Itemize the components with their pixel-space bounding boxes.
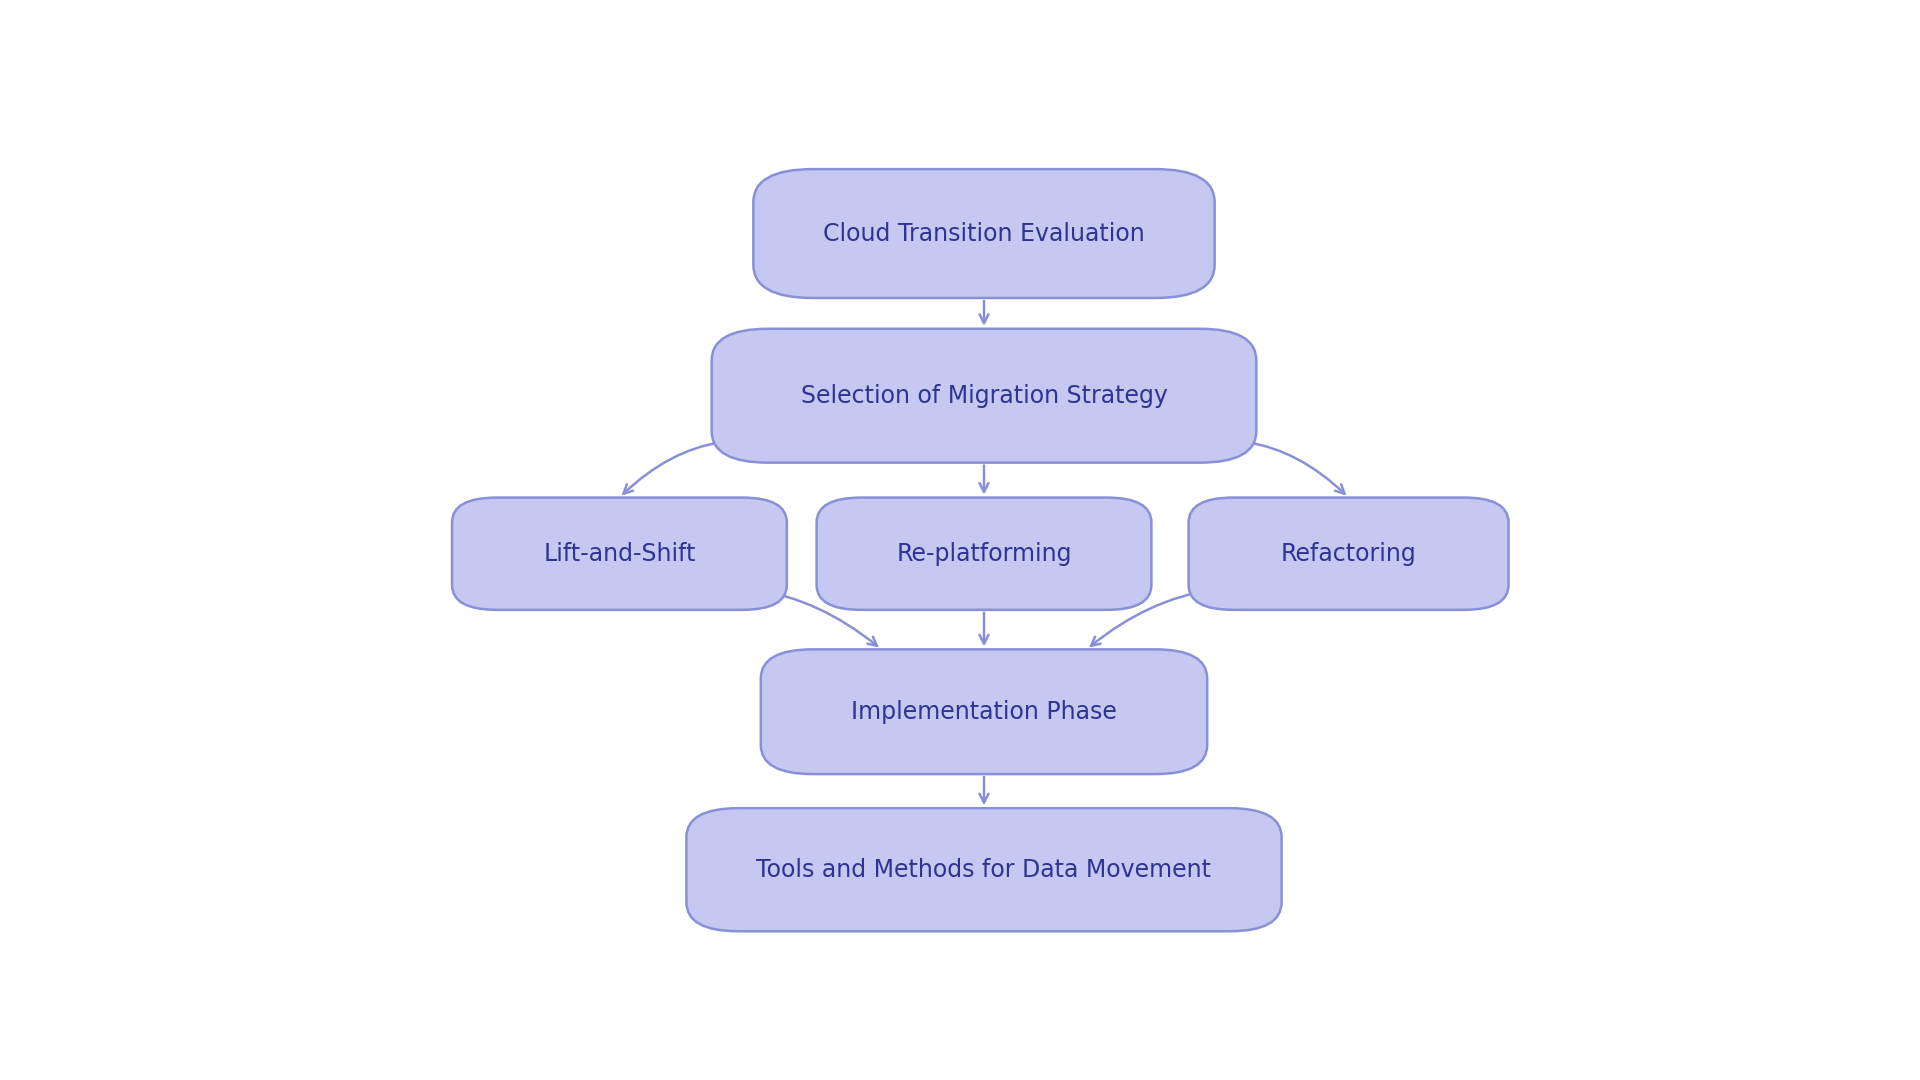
FancyBboxPatch shape (685, 808, 1283, 931)
FancyBboxPatch shape (451, 498, 787, 610)
Text: Refactoring: Refactoring (1281, 542, 1417, 566)
Text: Lift-and-Shift: Lift-and-Shift (543, 542, 695, 566)
FancyBboxPatch shape (712, 328, 1256, 462)
Text: Cloud Transition Evaluation: Cloud Transition Evaluation (824, 221, 1144, 245)
Text: Implementation Phase: Implementation Phase (851, 700, 1117, 724)
FancyBboxPatch shape (1188, 498, 1509, 610)
Text: Tools and Methods for Data Movement: Tools and Methods for Data Movement (756, 858, 1212, 881)
Text: Re-platforming: Re-platforming (897, 542, 1071, 566)
FancyBboxPatch shape (753, 170, 1215, 298)
FancyBboxPatch shape (816, 498, 1152, 610)
Text: Selection of Migration Strategy: Selection of Migration Strategy (801, 383, 1167, 408)
FancyBboxPatch shape (760, 649, 1208, 774)
